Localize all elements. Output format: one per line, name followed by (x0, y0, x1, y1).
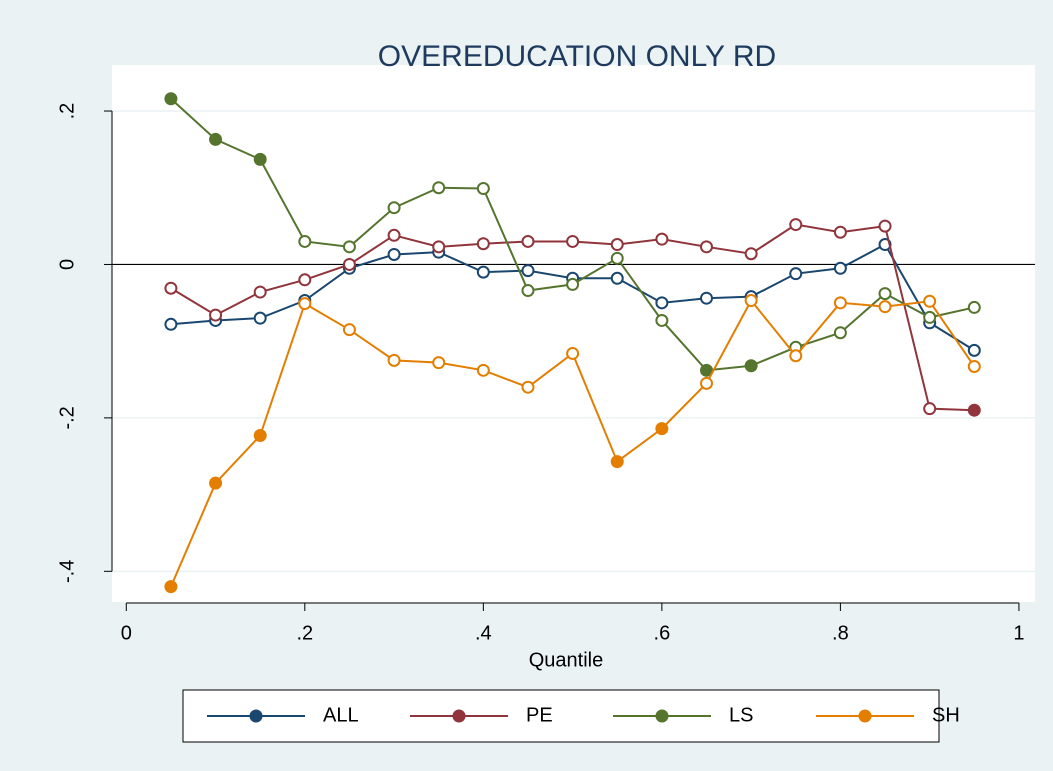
point (298, 273, 312, 287)
point (164, 92, 178, 106)
point (342, 257, 356, 271)
point (432, 240, 446, 254)
point (476, 265, 490, 279)
point (610, 238, 624, 252)
point (655, 232, 669, 246)
point (878, 219, 892, 233)
point (298, 234, 312, 248)
point (566, 234, 580, 248)
point (744, 247, 758, 261)
point (164, 580, 178, 594)
chart-title: OVEREDUCATION ONLY RD (378, 40, 776, 73)
point (342, 240, 356, 254)
legend-marker (452, 709, 466, 723)
point (521, 284, 535, 298)
point (610, 455, 624, 469)
point (387, 201, 401, 215)
legend-label: SH (932, 704, 960, 726)
point (700, 240, 714, 254)
y-tick-label: -.2 (56, 406, 78, 429)
point (164, 317, 178, 331)
x-tick-label: 0 (121, 622, 132, 644)
point (833, 296, 847, 310)
point (253, 429, 267, 443)
point (789, 349, 803, 363)
point (789, 267, 803, 281)
point (923, 294, 937, 308)
point (566, 346, 580, 360)
x-tick-label: .2 (296, 622, 313, 644)
point (744, 294, 758, 308)
point (744, 359, 758, 373)
point (610, 251, 624, 265)
point (476, 363, 490, 377)
point (833, 326, 847, 340)
point (387, 228, 401, 242)
y-tick-label: .2 (56, 103, 78, 120)
point (209, 308, 223, 322)
point (610, 271, 624, 285)
point (655, 313, 669, 327)
x-tick-label: .8 (832, 622, 849, 644)
legend-marker (655, 709, 669, 723)
legend-marker (858, 709, 872, 723)
point (700, 291, 714, 305)
legend-label: PE (526, 704, 553, 726)
point (342, 323, 356, 337)
point (967, 343, 981, 357)
legend-box (182, 689, 940, 743)
point (878, 300, 892, 314)
point (700, 363, 714, 377)
point (476, 182, 490, 196)
point (432, 181, 446, 195)
x-axis-label: Quantile (529, 649, 604, 671)
point (209, 132, 223, 146)
point (700, 376, 714, 390)
point (298, 297, 312, 311)
point (923, 310, 937, 324)
point (789, 218, 803, 232)
legend-marker (249, 709, 263, 723)
point (476, 237, 490, 251)
point (923, 402, 937, 416)
x-tick-label: .6 (654, 622, 671, 644)
point (967, 300, 981, 314)
point (566, 277, 580, 291)
x-tick-label: 1 (1013, 622, 1024, 644)
point (967, 359, 981, 373)
y-tick-label: -.4 (56, 560, 78, 583)
point (833, 261, 847, 275)
x-tick-label: .4 (475, 622, 492, 644)
point (521, 380, 535, 394)
legend-label: LS (729, 704, 753, 726)
point (164, 281, 178, 295)
point (967, 403, 981, 417)
point (209, 476, 223, 490)
legend-label: ALL (323, 704, 359, 726)
plot-region (112, 65, 1035, 602)
point (387, 353, 401, 367)
point (432, 356, 446, 370)
point (878, 287, 892, 301)
point (521, 234, 535, 248)
point (833, 225, 847, 239)
point (521, 264, 535, 278)
point (387, 247, 401, 261)
point (655, 296, 669, 310)
y-tick-label: 0 (56, 259, 78, 270)
point (655, 422, 669, 436)
point (253, 152, 267, 166)
point (253, 311, 267, 325)
point (253, 285, 267, 299)
